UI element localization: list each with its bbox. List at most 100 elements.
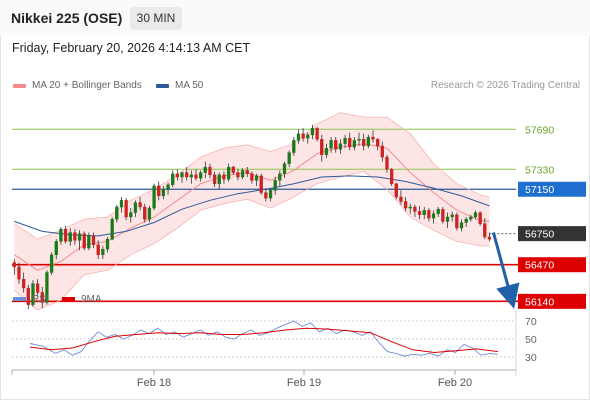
candle-body xyxy=(292,140,296,153)
candle-body xyxy=(105,238,110,250)
candle-body xyxy=(455,214,459,229)
candle-body xyxy=(49,254,54,273)
candle-body xyxy=(315,127,319,140)
rsi-legend-label: RSI xyxy=(32,294,49,305)
candle-body xyxy=(245,170,249,174)
candle-body xyxy=(101,248,105,255)
candle-body xyxy=(203,166,207,173)
rsi-level-label-70: 70 xyxy=(525,316,537,328)
legend-swatch-ma50 xyxy=(156,83,169,88)
chart-datetime: Friday, February 20, 2026 4:14:13 AM CET xyxy=(12,41,251,55)
bollinger-band xyxy=(14,112,490,311)
candle-body xyxy=(166,184,170,190)
candle-body xyxy=(17,266,21,280)
candle-body xyxy=(212,174,217,184)
candle-body xyxy=(464,219,468,223)
candle-body xyxy=(208,166,212,176)
candle-body xyxy=(450,214,454,218)
candle-body xyxy=(115,206,119,220)
candle-body xyxy=(431,213,436,219)
candle-body xyxy=(352,140,357,148)
candle-body xyxy=(287,152,291,164)
candle-body xyxy=(77,233,82,241)
rsi-ma-legend-swatch xyxy=(62,297,75,301)
rsi-level-label-30: 30 xyxy=(525,352,537,364)
level-label-57150: 57150 xyxy=(525,184,554,196)
candle-body xyxy=(380,145,384,158)
candle-body xyxy=(371,136,375,140)
candle-body xyxy=(54,241,58,255)
chart-credit: Research © 2026 Trading Central xyxy=(430,80,580,91)
candle-body xyxy=(329,140,333,149)
candle-body xyxy=(278,173,282,181)
candle-body xyxy=(268,190,273,199)
candle-body xyxy=(478,212,482,224)
candle-body xyxy=(417,211,422,215)
candle-body xyxy=(87,235,91,249)
candle-body xyxy=(282,163,287,174)
candle-body xyxy=(73,232,77,241)
rsi-panel: RSI 9MA 70 50 30 xyxy=(12,294,537,364)
level-labels-layer: 57690 57330 57150 56750 56470 56140 xyxy=(518,124,586,309)
candle-body xyxy=(31,283,35,305)
rsi-ma-line xyxy=(29,327,499,354)
candle-body xyxy=(385,156,389,170)
candle-body xyxy=(222,174,226,180)
x-tick-label: Feb 19 xyxy=(287,377,321,389)
candle-body xyxy=(320,139,324,156)
candle-body xyxy=(231,166,235,173)
candle-body xyxy=(138,202,142,208)
candle-body xyxy=(189,174,193,178)
candle-body xyxy=(408,206,412,209)
level-tag-56470 xyxy=(518,257,586,273)
instrument-title: Nikkei 225 (OSE) xyxy=(11,10,123,26)
candle-body xyxy=(473,212,478,218)
candle-body xyxy=(296,133,301,141)
candle-body xyxy=(152,185,156,209)
x-tick-label: Feb 20 xyxy=(438,377,472,389)
timeframe-button[interactable]: 30 MIN xyxy=(130,7,182,30)
candle-body xyxy=(441,209,445,222)
projection-layer xyxy=(492,232,520,309)
candle-body xyxy=(343,137,347,144)
ma20-line xyxy=(14,143,490,271)
candle-body xyxy=(413,206,417,212)
candle-body xyxy=(217,174,221,184)
candle-body xyxy=(399,196,403,202)
candle-body xyxy=(250,173,254,181)
level-label-56470: 56470 xyxy=(525,260,554,272)
candle-body xyxy=(301,133,305,139)
x-axis: Feb 18 Feb 19 Feb 20 xyxy=(11,310,517,389)
candle-body xyxy=(82,233,86,249)
candle-body xyxy=(68,232,72,242)
candle-body xyxy=(362,139,366,147)
candle-body xyxy=(226,166,231,180)
candle-body xyxy=(40,292,44,303)
header-bar: Nikkei 225 (OSE) 30 MIN xyxy=(0,0,590,36)
candle-body xyxy=(63,228,68,242)
candle-body xyxy=(469,216,473,220)
level-label-56140: 56140 xyxy=(525,296,554,308)
candle-body xyxy=(161,189,166,197)
candle-body xyxy=(110,219,114,240)
candle-body xyxy=(96,244,100,255)
candle-body xyxy=(199,172,203,179)
candle-body xyxy=(185,172,189,178)
projection-arrow xyxy=(492,232,520,309)
legend-label-ma20: MA 20 + Bollinger Bands xyxy=(32,80,142,91)
x-tick-label: Feb 18 xyxy=(137,377,171,389)
legend-ma50: MA 50 xyxy=(156,80,203,91)
candle-body xyxy=(180,172,184,178)
level-tag-56140 xyxy=(518,293,586,309)
candle-body xyxy=(366,136,370,147)
candle-body xyxy=(403,201,408,209)
legend-ma20-bollinger: MA 20 + Bollinger Bands xyxy=(13,80,142,91)
bollinger-band-layer xyxy=(14,112,490,311)
candle-body xyxy=(254,175,259,181)
candle-body xyxy=(348,137,352,148)
level-label-57690: 57690 xyxy=(525,124,554,136)
candle-body xyxy=(259,175,263,193)
candle-body xyxy=(143,206,147,220)
candle-body xyxy=(59,228,63,242)
